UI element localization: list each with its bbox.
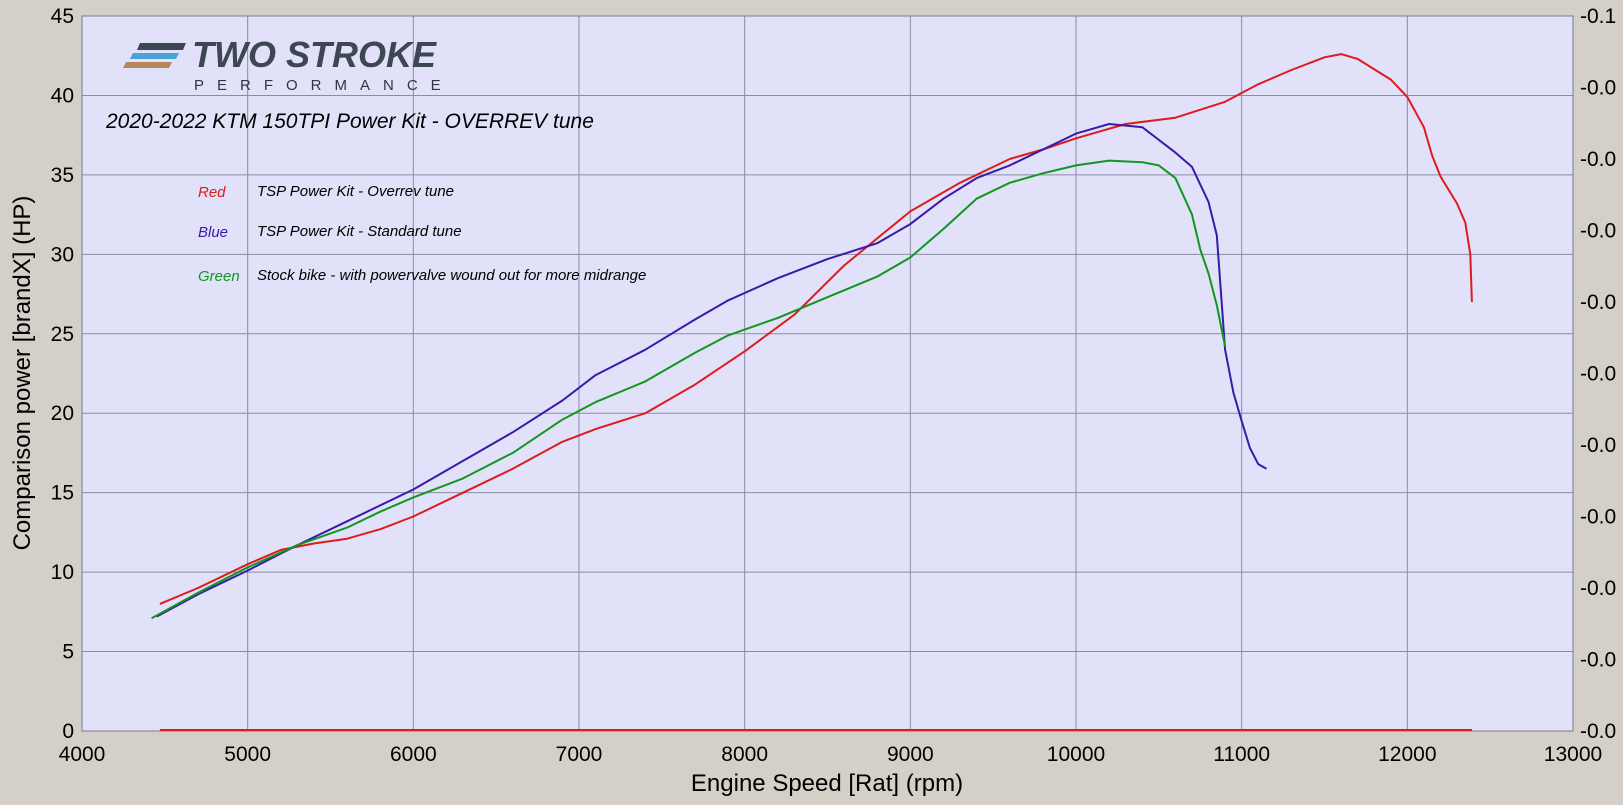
- x-axis-ticks: 4000 5000 6000 7000 8000 9000 10000 11000 12000 1…: [59, 743, 1603, 766]
- x-tick-label: 12000: [1378, 743, 1436, 766]
- y-tick-label: 40: [51, 84, 74, 107]
- y-tick-label: 35: [51, 164, 74, 187]
- y2-tick-label: -0.0: [1580, 434, 1616, 457]
- y2-tick-label: -0.0: [1580, 649, 1616, 672]
- chart-title: 2020-2022 KTM 150TPI Power Kit - OVERREV…: [105, 110, 594, 133]
- series-line-green: [151, 159, 1227, 620]
- y-tick-label: 15: [51, 482, 74, 505]
- legend-text-blue: TSP Power Kit - Standard tune: [257, 223, 462, 240]
- series-line-blue: [156, 123, 1267, 618]
- x-tick-label: 4000: [59, 743, 106, 766]
- x-tick-label: 10000: [1047, 743, 1105, 766]
- y-tick-label: 5: [62, 641, 74, 664]
- y2-tick-label: -0.0: [1580, 220, 1616, 243]
- brand-logo: TWO STROKE PERFORMANCE: [123, 34, 454, 94]
- x-tick-label: 11000: [1213, 743, 1270, 766]
- legend-key-blue: Blue: [198, 224, 228, 241]
- x-axis-title: Engine Speed [Rat] (rpm): [691, 770, 963, 797]
- y2-tick-label: -0.0: [1580, 148, 1616, 171]
- series-layer: [151, 53, 1473, 620]
- logo-wordmark: TWO STROKE: [192, 34, 437, 75]
- legend-text-green: Stock bike - with powervalve wound out f…: [257, 267, 646, 284]
- series-line-red: [159, 53, 1473, 605]
- legend-text-red: TSP Power Kit - Overrev tune: [257, 183, 454, 200]
- logo-subtitle: PERFORMANCE: [194, 77, 454, 94]
- y-axis-title: Comparison power [brandX] (HP): [9, 196, 36, 551]
- x-tick-label: 6000: [390, 743, 437, 766]
- x-tick-label: 13000: [1544, 743, 1602, 766]
- y2-tick-label: -0.0: [1580, 577, 1616, 600]
- y2-axis-ticks: -0.0 -0.0 -0.0 -0.0 -0.0 -0.0 -0.0 -0.0 -0.0 -0.0…: [1580, 5, 1616, 743]
- logo-mark-icon: [123, 43, 186, 68]
- y-tick-label: 10: [51, 561, 74, 584]
- legend-key-red: Red: [198, 184, 226, 201]
- x-tick-label: 7000: [556, 743, 603, 766]
- y-tick-label: 45: [51, 5, 74, 28]
- plot-background: [82, 16, 1573, 731]
- legend-key-green: Green: [198, 268, 240, 285]
- y-tick-label: 0: [62, 720, 74, 743]
- y2-tick-label: -0.0: [1580, 720, 1616, 743]
- y2-tick-label: -0.0: [1580, 363, 1616, 386]
- grid: [82, 16, 1573, 731]
- y2-tick-label: -0.0: [1580, 291, 1616, 314]
- y-tick-label: 30: [51, 243, 74, 266]
- y2-tick-label: -0.1: [1580, 5, 1616, 28]
- y-axis-ticks: 0 5 10 15 20 25 30 35 40 45: [51, 5, 74, 743]
- legend: Red TSP Power Kit - Overrev tune Blue TSP P…: [198, 183, 646, 285]
- y2-tick-label: -0.0: [1580, 77, 1616, 100]
- y2-tick-label: -0.0: [1580, 506, 1616, 529]
- x-tick-label: 8000: [721, 743, 768, 766]
- x-tick-label: 5000: [224, 743, 271, 766]
- x-tick-label: 9000: [887, 743, 934, 766]
- y-tick-label: 25: [51, 323, 74, 346]
- y-tick-label: 20: [51, 402, 74, 425]
